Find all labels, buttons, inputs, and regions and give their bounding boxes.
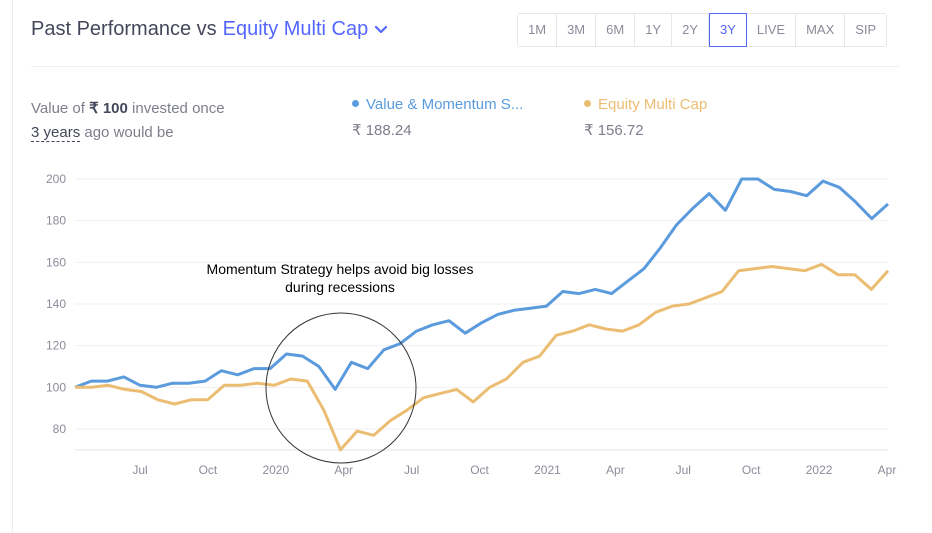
legend-fund-value: ₹ 156.72 [584,122,644,139]
chart-annotation: Momentum Strategy helps avoid big losses… [206,261,474,295]
performance-chart: 80 100 120 140 160 180 200 Jul Oct 2020 Apr Jul Oct… [46,172,896,477]
x-tick-label: Apr [878,463,897,477]
range-button-3m[interactable]: 3M [557,14,597,46]
range-button-6m[interactable]: 6M [596,14,636,46]
legend-fund-name: Equity Multi Cap [598,96,708,113]
x-tick-label: Apr [606,463,625,477]
range-button-max[interactable]: MAX [796,14,846,46]
series-line-strategy [74,177,890,391]
x-tick-label: Jul [404,463,419,477]
x-tick-label: Oct [470,463,489,477]
x-tick-label: Jul [132,463,147,477]
summary-period[interactable]: 3 years [31,124,81,142]
x-tick-label: 2020 [262,463,289,477]
header-divider [31,66,899,67]
time-range-selector: 1M 3M 6M 1Y 2Y 3Y LIVE MAX SIP [517,13,888,47]
chevron-down-icon[interactable] [374,25,388,35]
y-tick-label: 200 [46,172,66,186]
page-title: Past Performance vs [31,18,217,40]
series-line-fund [75,262,890,452]
y-tick-label: 180 [46,214,66,228]
legend-dot-fund [584,99,591,107]
y-tick-label: 100 [46,380,66,394]
page-header: Past Performance vs Equity Multi Cap [31,18,388,41]
x-tick-label: Jul [676,463,691,477]
x-tick-label: Oct [199,463,218,477]
y-tick-label: 120 [46,339,66,353]
chart-lines [74,177,890,452]
x-axis-labels: Jul Oct 2020 Apr Jul Oct 2021 Apr Jul Oct 2022 Apr [132,463,896,477]
fund-selector[interactable]: Equity Multi Cap [222,18,369,40]
range-button-1m[interactable]: 1M [518,14,558,46]
x-tick-label: Oct [742,463,761,477]
summary-period-suffix: ago would be [84,124,174,141]
legend-strategy: Value & Momentum S... ₹ 188.24 [352,96,523,139]
summary-suffix: invested once [132,100,225,117]
x-tick-label: 2022 [806,463,833,477]
legend-dot-strategy [352,99,359,107]
range-button-2y[interactable]: 2Y [672,14,709,46]
summary-prefix: Value of [31,100,85,117]
range-button-3y[interactable]: 3Y [709,13,747,47]
range-button-live[interactable]: LIVE [747,14,797,46]
x-tick-label: 2021 [534,463,561,477]
x-tick-label: Apr [334,463,353,477]
y-axis-labels: 80 100 120 140 160 180 200 [46,172,66,436]
y-tick-label: 160 [46,255,66,269]
y-tick-label: 80 [53,422,67,436]
y-tick-label: 140 [46,297,66,311]
range-button-1y[interactable]: 1Y [635,14,673,46]
left-border [12,0,13,533]
investment-summary: Value of ₹ 100 invested once 3 years ago… [31,97,225,145]
chart-grid [75,178,888,451]
legend-strategy-value: ₹ 188.24 [352,122,412,139]
legend-fund: Equity Multi Cap ₹ 156.72 [584,96,707,139]
range-button-sip[interactable]: SIP [855,22,877,37]
recession-highlight-circle [265,312,417,464]
summary-amount: ₹ 100 [89,100,128,117]
legend-strategy-name: Value & Momentum S... [366,96,524,113]
